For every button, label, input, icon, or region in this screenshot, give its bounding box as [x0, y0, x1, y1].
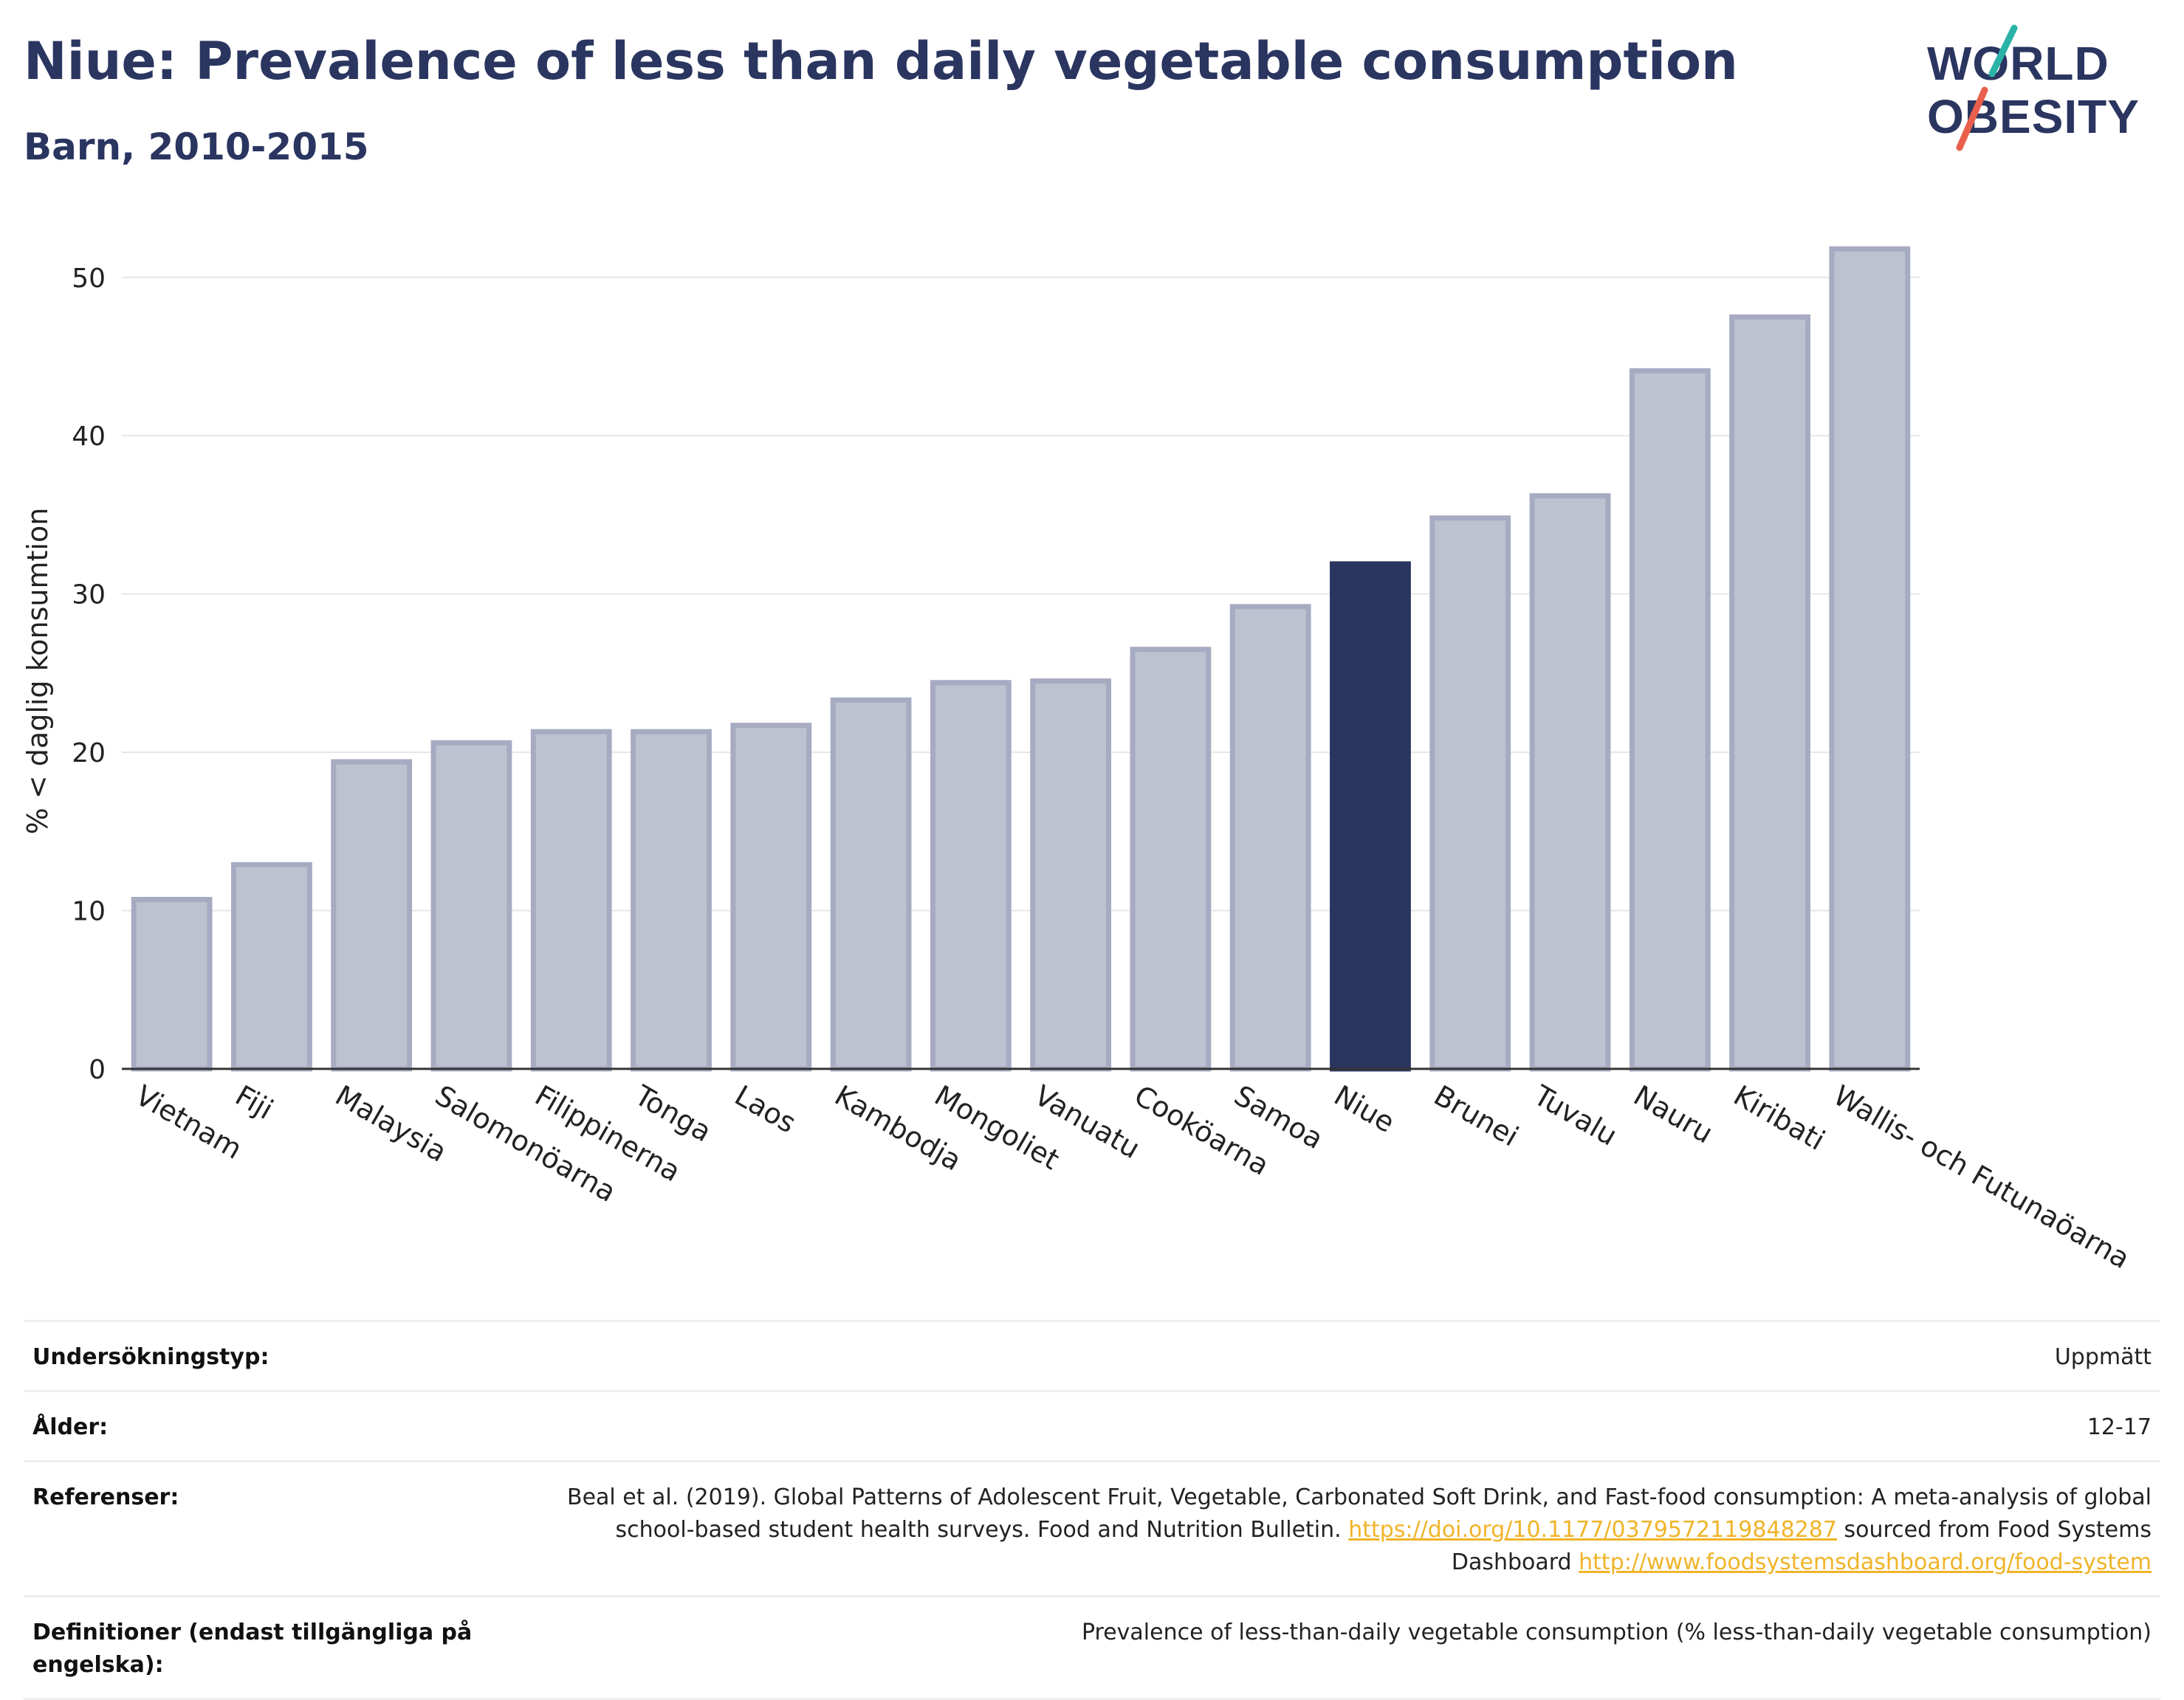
page-title: Niue: Prevalence of less than daily vege… [24, 31, 1738, 92]
info-row-definitions: Definitioner (endast tillgängliga på eng… [24, 1595, 2160, 1700]
info-row-references: Referenser: Beal et al. (2019). Global P… [24, 1460, 2160, 1595]
bar-filippinerna [530, 729, 612, 1072]
x-tick-label: Fiji [230, 1079, 278, 1126]
y-axis-label: % < daglig konsumtion [21, 508, 54, 835]
info-label: Ålder: [32, 1414, 109, 1440]
info-value: Prevalence of less-than-daily vegetable … [1081, 1620, 2152, 1645]
doi-link[interactable]: https://doi.org/10.1177/0379572119848287 [1348, 1517, 1837, 1543]
y-tick-label: 20 [72, 738, 106, 768]
logo-teal-slash [1988, 24, 2018, 78]
x-tick-label: Vietnam [130, 1079, 247, 1166]
info-value: 12-17 [2087, 1414, 2152, 1440]
bar-cooköarna [1130, 647, 1212, 1072]
y-tick-label: 50 [72, 264, 106, 294]
chart-grid [122, 276, 1920, 912]
bar-kiribati [1729, 314, 1810, 1072]
logo-line2: OBESITY [1927, 90, 2140, 143]
x-tick-label: Tuvalu [1528, 1078, 1622, 1152]
chart-bars [131, 246, 1911, 1072]
reference-text-2: sourced from Food Systems Dashboard [1451, 1517, 2152, 1575]
info-value: Beal et al. (2019). Global Patterns of A… [512, 1482, 2152, 1579]
food-systems-link[interactable]: http://www.foodsystemsdashboard.org/food… [1579, 1549, 2152, 1575]
bar-brunei [1429, 515, 1511, 1072]
bar-wallis-och-futunaöarna [1829, 246, 1911, 1072]
y-tick-label: 30 [72, 580, 106, 610]
x-tick-label: Salomonöarna [430, 1079, 622, 1208]
x-tick-label: Wallis- och Futunaöarna [1828, 1079, 2135, 1276]
world-obesity-logo: WORLD OBESITY [1927, 24, 2140, 151]
reference-text: Beal et al. (2019). Global Patterns of A… [566, 1484, 2152, 1543]
bar-samoa [1229, 604, 1311, 1072]
bar-tuvalu [1529, 493, 1611, 1072]
bar-vietnam [131, 897, 213, 1072]
page-subtitle: Barn, 2010-2015 [24, 125, 369, 168]
bar-malaysia [331, 759, 413, 1072]
info-value: Uppmätt [2054, 1344, 2152, 1370]
bar-laos [730, 723, 812, 1072]
info-label: Definitioner (endast tillgängliga på eng… [32, 1620, 473, 1678]
bar-kambodja [830, 697, 912, 1072]
y-tick-labels: 0 10 20 30 40 50 [72, 264, 106, 1085]
x-tick-label: Nauru [1628, 1079, 1718, 1150]
info-label: Referenser: [32, 1484, 179, 1510]
info-row-age: Ålder: 12-17 [24, 1390, 2160, 1460]
x-tick-label: Brunei [1429, 1079, 1524, 1153]
x-tick-label: Malaysia [330, 1079, 453, 1169]
bar-niue [1330, 561, 1411, 1072]
bar-nauru [1629, 368, 1711, 1072]
logo-line1: WORLD [1927, 37, 2109, 90]
bar-tonga [631, 729, 712, 1072]
info-row-survey-type: Undersökningstyp: Uppmätt [24, 1320, 2160, 1390]
bar-fiji [231, 861, 312, 1072]
x-tick-label: Niue [1328, 1079, 1400, 1139]
y-tick-label: 0 [89, 1055, 106, 1085]
x-tick-label: Laos [729, 1079, 802, 1140]
bar-mongoliet [930, 680, 1012, 1072]
bar-vanuatu [1030, 678, 1112, 1072]
logo-red-slash [1956, 86, 1988, 151]
bar-salomonöarna [430, 740, 512, 1072]
y-tick-label: 10 [72, 897, 106, 927]
info-label: Undersökningstyp: [32, 1344, 269, 1370]
info-table: Undersökningstyp: Uppmätt Ålder: 12-17 R… [24, 1320, 2160, 1700]
y-tick-label: 40 [72, 421, 106, 452]
x-tick-label: Kiribati [1728, 1079, 1831, 1157]
